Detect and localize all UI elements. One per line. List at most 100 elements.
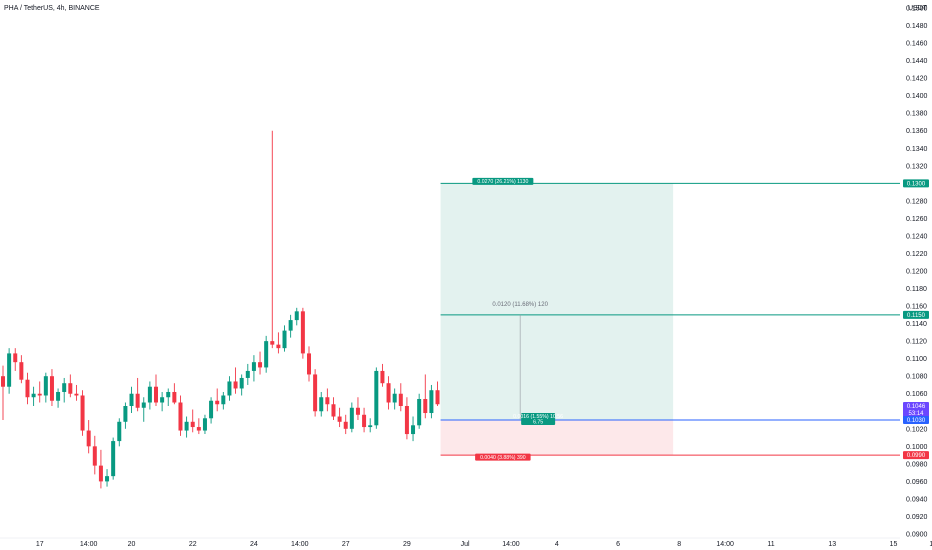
x-tick-label: 8 <box>677 541 681 548</box>
candle-body <box>337 416 342 422</box>
candle-body <box>184 421 189 431</box>
candle-body <box>368 425 373 428</box>
y-tick-label: 0.1380 <box>906 111 928 118</box>
center-label-2: 6.75 <box>533 420 543 426</box>
candle-body <box>423 398 428 414</box>
y-tick-label: 0.0980 <box>906 461 928 468</box>
candle-body <box>92 446 97 466</box>
candle-body <box>19 362 24 380</box>
candle-body <box>154 386 158 403</box>
x-tick-label: 14:00 <box>502 541 520 548</box>
candle-body <box>160 397 165 403</box>
candle-body <box>355 407 360 415</box>
candle-body <box>435 390 440 405</box>
measure-label: 0.0120 (11.68%) 120 <box>492 302 548 308</box>
x-tick-label: 24 <box>250 541 258 548</box>
candle-body <box>196 427 201 431</box>
y-tick-label: 0.1100 <box>906 356 927 363</box>
candle-body <box>43 376 48 396</box>
x-tick-label: 14:00 <box>716 541 734 548</box>
candle-body <box>411 425 416 435</box>
y-tick-label: 0.1260 <box>906 216 928 223</box>
price-badge-value: 0.0990 <box>907 453 926 459</box>
candle-body <box>209 400 214 419</box>
candle-body <box>307 353 311 375</box>
candle-body <box>429 390 434 414</box>
candle-body <box>13 353 18 363</box>
candle-body <box>380 370 385 384</box>
candle-body <box>300 311 305 354</box>
candle-body <box>325 397 330 405</box>
candle-body <box>37 393 42 396</box>
position-tool[interactable]: 0.0120 (11.68%) 120 0.0270 (26.21%) 1130 0… <box>440 177 900 461</box>
candle-body <box>74 393 79 396</box>
stop-label-bg <box>475 453 531 461</box>
price-badge-value: 0.1046 <box>907 404 926 410</box>
y-tick-label: 0.1200 <box>906 269 928 276</box>
candle-body <box>111 441 116 477</box>
time-axis[interactable]: 17 14:00 20 22 24 14:00 27 29 Jul 14:00 4 6 8 14:00 11… <box>0 537 932 548</box>
price-badge <box>903 451 929 460</box>
candle-body <box>398 393 403 407</box>
candle-body <box>98 465 103 482</box>
y-tick-label: 0.0920 <box>906 514 928 521</box>
x-tick-label: 14:00 <box>291 541 309 548</box>
y-tick-label: 0.1020 <box>906 426 928 433</box>
candle-body <box>264 341 269 368</box>
y-tick-label: 0.1480 <box>906 23 928 30</box>
candle-body <box>172 391 177 403</box>
y-tick-label: 0.1220 <box>906 251 928 258</box>
x-tick-label: 14:00 <box>80 541 98 548</box>
candle-body <box>141 402 146 408</box>
x-tick-label: 29 <box>403 541 411 548</box>
y-tick-label: 0.1400 <box>906 93 928 100</box>
candle-body <box>1 376 5 387</box>
candle-body <box>7 353 12 387</box>
candle-body <box>239 377 244 389</box>
price-axis[interactable]: 0.1500 0.1480 0.1460 0.1440 0.1420 0.1400 0.13… <box>906 6 928 539</box>
target-zone[interactable] <box>440 183 674 421</box>
candle-body <box>343 421 348 429</box>
candle-body <box>166 391 171 398</box>
candle-body <box>417 398 422 426</box>
stop-label: 0.0040 (3.88%) 390 <box>480 455 526 461</box>
candle-body <box>147 386 152 403</box>
y-tick-label: 0.1160 <box>906 304 927 311</box>
price-badge <box>903 416 929 425</box>
x-tick-label: 22 <box>189 541 197 548</box>
x-tick-label: 17 <box>36 541 44 548</box>
candles-group <box>1 130 440 489</box>
candle-body <box>25 379 30 398</box>
target-label-bg <box>472 177 534 185</box>
candle-body <box>105 476 110 482</box>
y-tick-label: 0.1080 <box>906 374 928 381</box>
x-tick-label: 27 <box>342 541 350 548</box>
candle-body <box>56 391 61 401</box>
candle-body <box>233 381 238 389</box>
y-tick-label: 0.1460 <box>906 41 928 48</box>
candle-body <box>86 430 91 447</box>
candle-body <box>349 407 354 429</box>
candle-body <box>386 383 391 403</box>
candle-body <box>80 395 85 431</box>
target-label: 0.0270 (26.21%) 1130 <box>477 179 528 185</box>
y-tick-label: 0.1240 <box>906 233 928 240</box>
candle-body <box>178 402 183 431</box>
x-tick-label: 15 <box>890 541 898 548</box>
currency-label: USDT <box>908 5 928 12</box>
candle-body <box>313 374 318 412</box>
y-tick-label: 0.0900 <box>906 532 928 539</box>
candle-body <box>319 397 324 412</box>
candle-body <box>245 370 250 378</box>
symbol-title: PHA / TetherUS, 4h, BINANCE <box>4 5 100 12</box>
stop-zone[interactable] <box>440 420 674 456</box>
x-tick-label: 4 <box>555 541 559 548</box>
price-badge-value: 0.1030 <box>907 418 926 424</box>
y-tick-label: 0.1340 <box>906 146 928 153</box>
x-tick-label: Jul <box>461 541 470 548</box>
candle-body <box>270 341 275 345</box>
candle-body <box>362 414 367 428</box>
x-tick-label: 11 <box>767 541 774 548</box>
y-tick-label: 0.1280 <box>906 198 928 205</box>
